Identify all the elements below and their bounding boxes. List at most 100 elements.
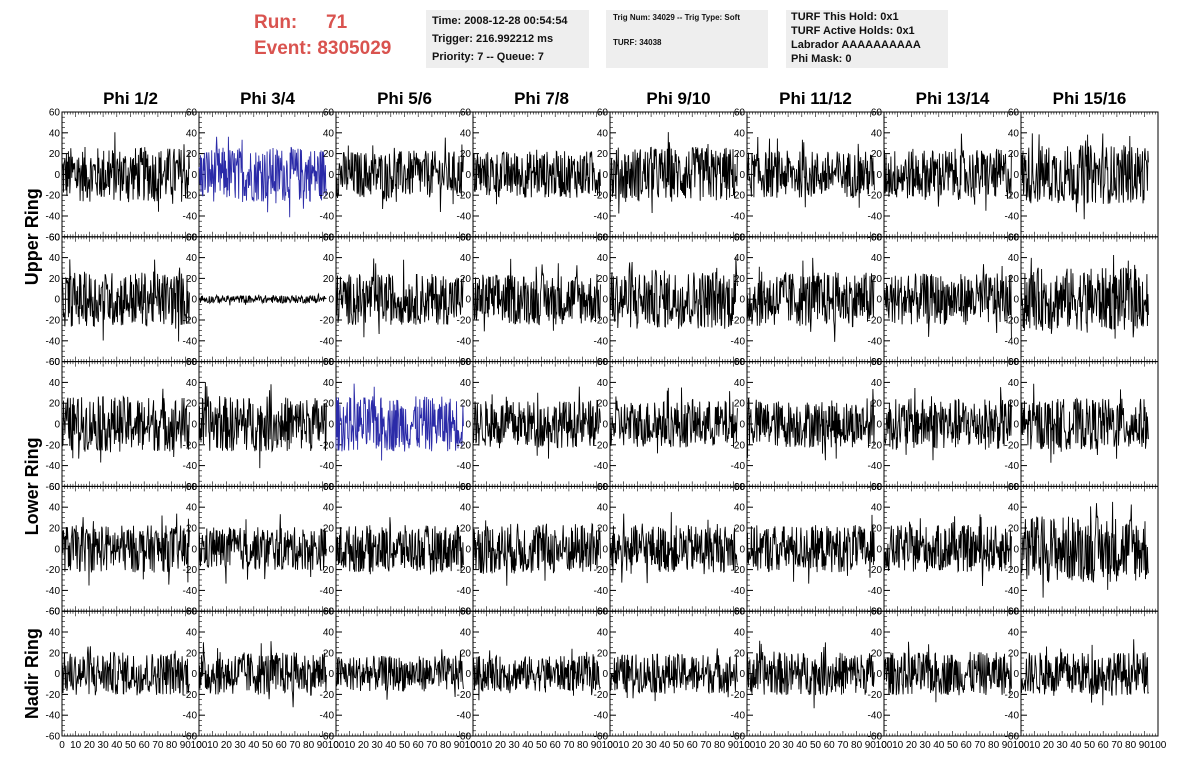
y-tick-label: -60: [1005, 232, 1020, 243]
y-tick-label: 60: [186, 108, 198, 119]
y-tick-label: 40: [734, 128, 746, 139]
column-label-7: Phi 13/14: [916, 89, 990, 108]
y-tick-label: -40: [1005, 586, 1020, 597]
panel-r1-c6: -60 -40 -20 0 20 40 60: [731, 108, 885, 243]
y-tick-label: -20: [183, 565, 198, 576]
y-tick-label: -20: [868, 565, 883, 576]
y-tick-label: 20: [323, 399, 335, 410]
waveform-line: [609, 387, 738, 454]
y-tick-label: -20: [320, 440, 335, 451]
y-tick-label: -20: [1005, 316, 1020, 327]
y-tick-label: 0: [54, 544, 60, 555]
y-tick-label: 0: [739, 544, 745, 555]
y-tick-label: 40: [597, 378, 609, 389]
y-tick-label: 0: [739, 170, 745, 181]
waveform-line: [746, 388, 875, 461]
waveform-line: [609, 132, 738, 214]
turf-this-hold-text: TURF This Hold: 0x1: [791, 11, 899, 23]
y-tick-label: -20: [594, 191, 609, 202]
y-tick-label: 60: [871, 357, 883, 368]
y-tick-label: 20: [597, 149, 609, 160]
y-tick-label: -40: [183, 711, 198, 722]
y-tick-label: 40: [460, 128, 472, 139]
y-tick-label: 0: [54, 669, 60, 680]
y-tick-label: -20: [46, 316, 61, 327]
panel-r3-c1: -60 -40 -20 0 20 40 60: [46, 357, 200, 493]
y-tick-label: 60: [186, 357, 198, 368]
y-tick-label: -60: [320, 482, 335, 493]
y-tick-label: -40: [868, 212, 883, 223]
y-tick-label: 20: [734, 399, 746, 410]
y-tick-label: 40: [323, 628, 335, 639]
y-tick-label: -20: [457, 316, 472, 327]
panel-r4-c3: -60 -40 -20 0 20 40 60: [320, 482, 474, 618]
y-tick-label: 0: [876, 420, 882, 431]
y-tick-label: 60: [186, 607, 198, 618]
waveform-line: [61, 132, 190, 212]
y-tick-label: 40: [323, 253, 335, 264]
run-value: 71: [326, 12, 348, 33]
column-label-4: Phi 7/8: [514, 89, 569, 108]
y-tick-label: 0: [328, 669, 334, 680]
y-tick-label: 0: [1013, 544, 1019, 555]
y-tick-label: -20: [320, 316, 335, 327]
y-tick-label: 20: [1008, 399, 1020, 410]
waveform-line: [335, 517, 464, 575]
y-tick-label: 0: [876, 170, 882, 181]
y-tick-label: 20: [1008, 274, 1020, 285]
y-tick-label: 20: [1008, 149, 1020, 160]
waveform-line: [883, 514, 1012, 587]
panel-r2-c2: -60 -40 -20 0 20 40 60: [183, 232, 337, 368]
y-tick-label: 40: [871, 503, 883, 514]
y-tick-label: -20: [1005, 440, 1020, 451]
y-tick-label: 60: [1008, 357, 1020, 368]
panel-r2-c5: -60 -40 -20 0 20 40 60: [594, 232, 748, 368]
column-label-8: Phi 15/16: [1053, 89, 1127, 108]
y-tick-label: -40: [46, 711, 61, 722]
y-tick-label: 20: [1008, 524, 1020, 535]
y-tick-label: -60: [731, 607, 746, 618]
panel-r2-c3: -60 -40 -20 0 20 40 60: [320, 232, 474, 368]
y-tick-label: 60: [734, 108, 746, 119]
panel-r4-c2: -60 -40 -20 0 20 40 60: [183, 482, 337, 618]
y-tick-label: -20: [183, 440, 198, 451]
ring-label-2: Lower Ring: [22, 437, 42, 535]
column-label-2: Phi 3/4: [240, 89, 295, 108]
y-tick-label: 40: [186, 128, 198, 139]
y-tick-label: 0: [602, 170, 608, 181]
y-tick-label: -60: [1005, 357, 1020, 368]
y-tick-label: 60: [734, 232, 746, 243]
y-tick-label: -20: [183, 191, 198, 202]
column-label-5: Phi 9/10: [646, 89, 710, 108]
y-tick-label: 60: [323, 482, 335, 493]
y-tick-label: -40: [457, 212, 472, 223]
y-tick-label: 20: [734, 274, 746, 285]
y-tick-label: 0: [328, 170, 334, 181]
ring-label-1: Upper Ring: [22, 188, 42, 285]
turf-text: TURF: 34038: [613, 38, 662, 47]
y-tick-label: 60: [49, 108, 61, 119]
y-tick-label: -40: [868, 586, 883, 597]
y-tick-label: -40: [594, 586, 609, 597]
y-tick-label: -40: [868, 461, 883, 472]
y-tick-label: -20: [46, 440, 61, 451]
y-tick-label: 60: [460, 232, 472, 243]
y-tick-label: 0: [465, 295, 471, 306]
y-tick-label: 40: [1008, 253, 1020, 264]
y-tick-label: 60: [49, 357, 61, 368]
y-tick-label: -60: [320, 732, 335, 743]
y-tick-label: 20: [871, 274, 883, 285]
waveform-line: [609, 512, 738, 584]
waveform-line: [1020, 133, 1149, 220]
y-tick-label: 40: [323, 128, 335, 139]
y-tick-label: -40: [731, 586, 746, 597]
y-tick-label: -20: [46, 565, 61, 576]
waveform-line: [1020, 254, 1149, 339]
panel-r2-c1: -60 -40 -20 0 20 40 60: [46, 232, 200, 368]
y-tick-label: -40: [46, 586, 61, 597]
y-tick-label: -60: [868, 232, 883, 243]
y-tick-label: 0: [602, 420, 608, 431]
panel-r2-c7: -60 -40 -20 0 20 40 60: [868, 232, 1022, 368]
y-tick-label: -40: [1005, 336, 1020, 347]
waveform-line: [335, 383, 464, 461]
